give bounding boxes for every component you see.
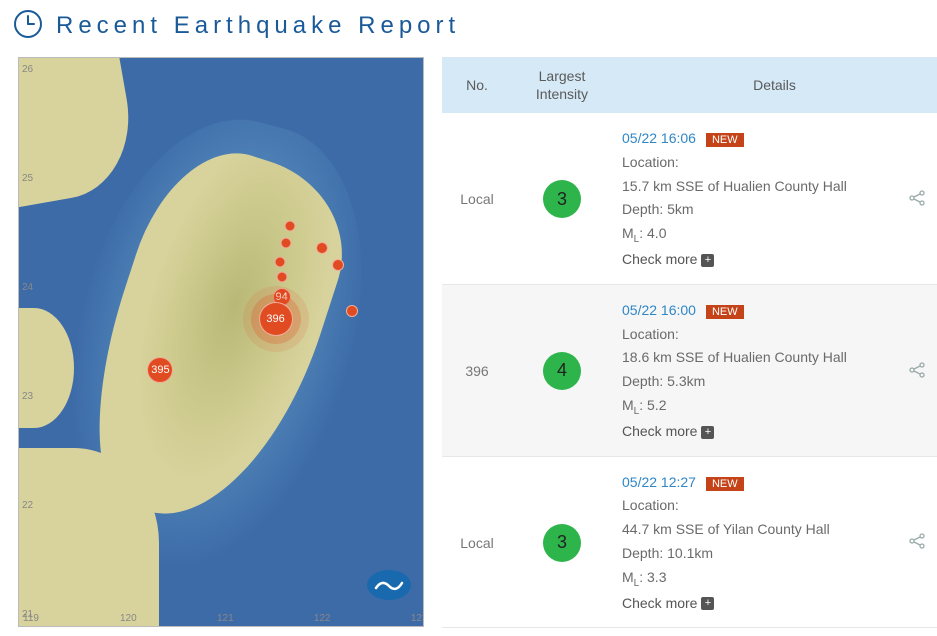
map-marker[interactable]: 395 [147, 357, 173, 383]
magnitude-text: ML: 5.2 [622, 394, 889, 420]
y-tick: 26 [22, 64, 33, 75]
x-tick: 120 [120, 613, 137, 624]
map-marker[interactable] [316, 242, 328, 254]
location-text: 15.7 km SSE of Hualien County Hall [622, 175, 889, 199]
row-details: 05/22 16:00 NEW Location:18.6 km SSE of Hu… [612, 299, 897, 444]
y-tick: 25 [22, 173, 33, 184]
depth-text: Depth: 5km [622, 198, 889, 222]
x-tick: 122 [314, 613, 331, 624]
depth-text: Depth: 10.1km [622, 542, 889, 566]
row-intensity: 3 [512, 524, 612, 562]
row-number: Local [442, 191, 512, 207]
col-header-no: No. [442, 77, 512, 93]
map-marker[interactable] [280, 237, 291, 248]
list-body: Local305/22 16:06NEWLocation:15.7 km SSE… [442, 113, 937, 628]
check-more-link[interactable]: Check more+ [622, 592, 889, 616]
agency-logo [367, 570, 411, 600]
intensity-badge: 3 [543, 524, 581, 562]
intensity-badge: 4 [543, 352, 581, 390]
page-header: Recent Earthquake Report [0, 0, 937, 57]
y-tick: 23 [22, 391, 33, 402]
magnitude-text: ML: 3.3 [622, 566, 889, 592]
row-intensity: 3 [512, 180, 612, 218]
new-badge: NEW [706, 305, 744, 319]
earthquake-row[interactable]: Local 3 05/22 12:27 NEW Location:44.7 km SSE… [442, 457, 937, 629]
earthquake-map[interactable]: 94396395 119120121122123 212223242526 [18, 57, 424, 627]
depth-text: Depth: 5.3km [622, 370, 889, 394]
map-marker[interactable] [274, 257, 285, 268]
y-tick: 22 [22, 500, 33, 511]
check-more-link[interactable]: Check more+ [622, 420, 889, 444]
y-tick: 21 [22, 609, 33, 620]
share-icon[interactable] [897, 361, 937, 382]
col-header-details: Details [612, 77, 937, 93]
row-intensity: 4 [512, 352, 612, 390]
event-datetime: 05/22 16:00 [622, 299, 696, 323]
check-more-link[interactable]: Check more+ [622, 248, 889, 272]
share-icon[interactable] [897, 189, 937, 210]
intensity-badge: 3 [543, 180, 581, 218]
plus-icon: + [701, 254, 714, 267]
mainland-fragment [18, 57, 142, 208]
new-badge: NEW [706, 477, 744, 491]
x-tick: 123 [411, 613, 424, 624]
location-label: Location: [622, 323, 889, 347]
new-badge: NEW [706, 133, 744, 147]
row-number: 396 [442, 363, 512, 379]
col-header-intensity: Largest Intensity [512, 67, 612, 103]
location-text: 44.7 km SSE of Yilan County Hall [622, 518, 889, 542]
row-details: 05/22 16:06 NEW Location:15.7 km SSE of Hu… [612, 127, 897, 272]
location-label: Location: [622, 151, 889, 175]
earthquake-row[interactable]: 396 4 05/22 16:00 NEW Location:18.6 km SSE o… [442, 285, 937, 457]
share-icon[interactable] [897, 532, 937, 553]
magnitude-text: ML: 4.0 [622, 222, 889, 248]
list-header: No. Largest Intensity Details [442, 57, 937, 113]
plus-icon: + [701, 597, 714, 610]
y-tick: 24 [22, 282, 33, 293]
page-root: Recent Earthquake Report 94396395 119120… [0, 0, 937, 636]
earthquake-row[interactable]: Local 3 05/22 16:06 NEW Location:15.7 km SSE… [442, 113, 937, 285]
location-text: 18.6 km SSE of Hualien County Hall [622, 346, 889, 370]
map-marker[interactable] [346, 305, 358, 317]
content-area: 94396395 119120121122123 212223242526 No… [0, 57, 937, 628]
event-datetime: 05/22 16:06 [622, 127, 696, 151]
map-marker[interactable] [276, 271, 287, 282]
x-tick: 121 [217, 613, 234, 624]
map-marker[interactable]: 396 [259, 302, 293, 336]
earthquake-list: No. Largest Intensity Details Local 3 05/2… [442, 57, 937, 628]
row-details: 05/22 12:27 NEW Location:44.7 km SSE of Yi… [612, 471, 897, 616]
clock-icon [12, 8, 44, 43]
plus-icon: + [701, 426, 714, 439]
page-title: Recent Earthquake Report [56, 12, 460, 40]
location-label: Location: [622, 494, 889, 518]
event-datetime: 05/22 12:27 [622, 471, 696, 495]
map-marker[interactable] [332, 259, 344, 271]
row-number: Local [442, 535, 512, 551]
map-marker[interactable] [284, 220, 295, 231]
